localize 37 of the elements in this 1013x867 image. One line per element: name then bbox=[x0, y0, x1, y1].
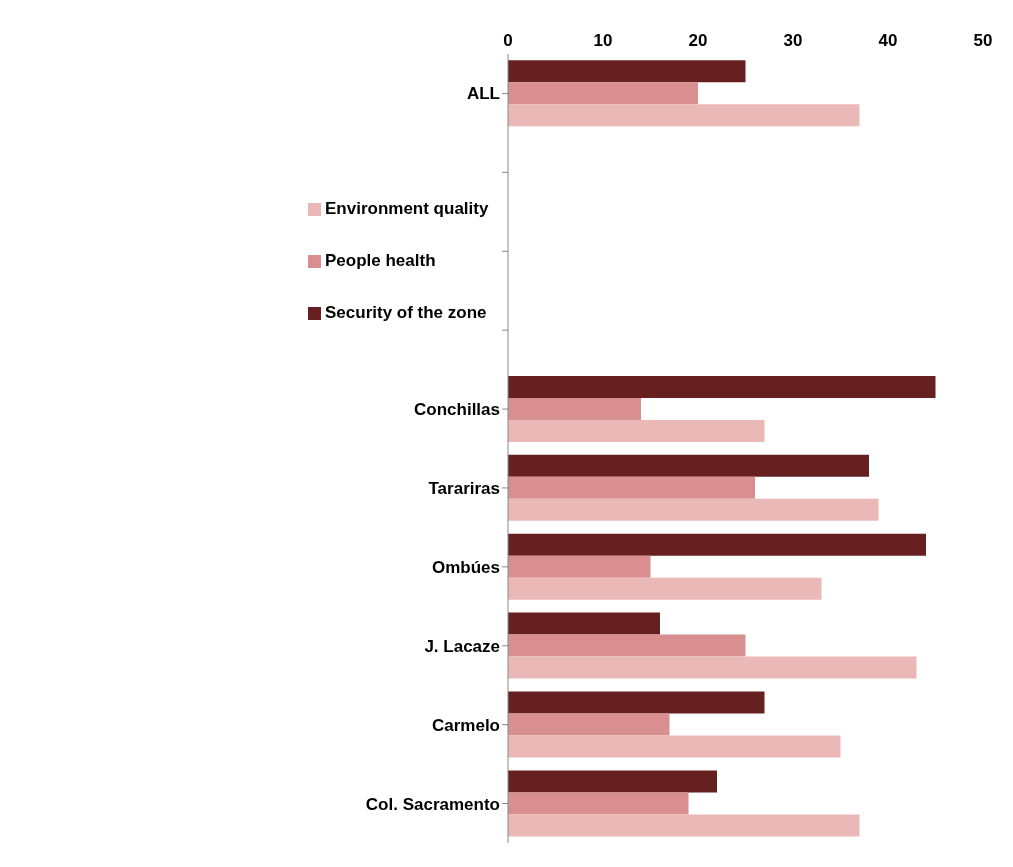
bar bbox=[508, 792, 689, 815]
bar bbox=[508, 454, 869, 477]
y-tick-label: Ombúes bbox=[431, 557, 500, 577]
x-tick-label: 40 bbox=[878, 31, 898, 50]
y-tick-label: Col. Sacramento bbox=[365, 794, 500, 814]
bar bbox=[508, 397, 641, 420]
x-tick-label: 20 bbox=[688, 31, 708, 50]
bar bbox=[508, 691, 765, 714]
bar bbox=[508, 498, 879, 521]
bar bbox=[508, 612, 660, 635]
bar bbox=[508, 104, 860, 127]
legend-label: Environment quality bbox=[325, 199, 489, 218]
x-tick-label: 30 bbox=[783, 31, 803, 50]
x-tick-label: 50 bbox=[973, 31, 993, 50]
bar bbox=[508, 60, 746, 83]
y-tick-label: Tarariras bbox=[428, 478, 500, 498]
bar bbox=[508, 476, 755, 499]
bar bbox=[508, 419, 765, 442]
bar bbox=[508, 577, 822, 600]
bar bbox=[508, 770, 717, 793]
bar bbox=[508, 533, 926, 556]
x-tick-label: 10 bbox=[593, 31, 613, 50]
bar bbox=[508, 555, 651, 578]
bar bbox=[508, 375, 936, 398]
legend-label: People health bbox=[325, 251, 436, 270]
y-tick-label: Conchillas bbox=[414, 400, 500, 420]
bar bbox=[508, 82, 698, 105]
y-tick-label: ALL bbox=[466, 84, 500, 104]
bar bbox=[508, 634, 746, 657]
legend-label: Security of the zone bbox=[325, 303, 487, 322]
bar bbox=[508, 656, 917, 679]
bar bbox=[508, 735, 841, 758]
y-tick-label: J. Lacaze bbox=[424, 636, 500, 656]
bar bbox=[508, 814, 860, 837]
bar bbox=[508, 713, 670, 736]
y-tick-label: Carmelo bbox=[431, 715, 500, 735]
x-tick-label: 0 bbox=[503, 31, 513, 50]
